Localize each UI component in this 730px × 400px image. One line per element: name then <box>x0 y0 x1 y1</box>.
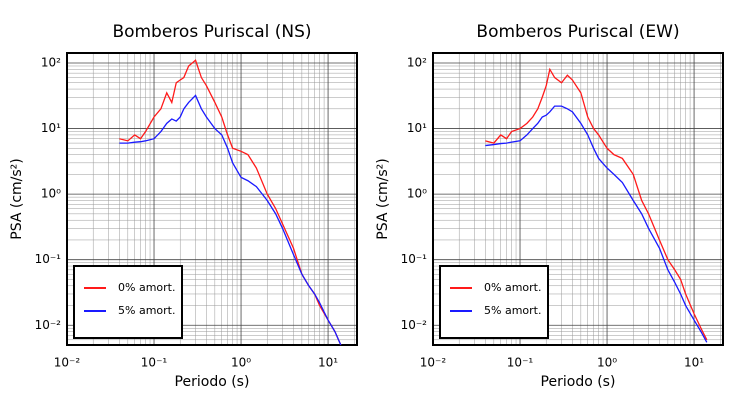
y-tick-label: 10² <box>407 55 427 69</box>
legend-box <box>439 265 549 339</box>
legend-label: 0% amort. <box>484 281 541 294</box>
plot-frame <box>66 52 358 346</box>
legend-label: 5% amort. <box>484 304 541 317</box>
x-tick-label: 10⁻² <box>420 356 447 370</box>
subplot: 10⁻² 10⁻¹ 10⁰ 10¹ 10⁻² 10⁻¹ 10⁰ 10¹ 10² Bomberos … <box>375 22 724 390</box>
y-tick-label: 10¹ <box>41 121 61 135</box>
y-tick-label: 10⁻² <box>35 318 62 332</box>
y-tick-label: 10¹ <box>407 121 427 135</box>
x-tick-label: 10⁻¹ <box>507 356 534 370</box>
x-tick-label: 10⁰ <box>597 356 617 370</box>
y-axis-label: PSA (cm/s²) <box>375 158 391 240</box>
y-tick-label: 10⁰ <box>407 187 427 201</box>
x-tick-label: 10⁻¹ <box>141 356 168 370</box>
legend-label: 0% amort. <box>118 281 175 294</box>
y-axis-label: PSA (cm/s²) <box>9 158 25 240</box>
series-line <box>119 94 342 346</box>
series-line <box>485 105 708 343</box>
series-line <box>485 67 708 341</box>
y-tick-label: 10⁻¹ <box>35 252 62 266</box>
y-tick-label: 10⁰ <box>41 187 61 201</box>
legend-label: 5% amort. <box>118 304 175 317</box>
plot-frame <box>432 52 724 346</box>
x-tick-label: 10⁻² <box>54 356 81 370</box>
x-axis-label: Periodo (s) <box>175 374 250 390</box>
y-tick-label: 10⁻¹ <box>401 252 428 266</box>
x-tick-label: 10¹ <box>318 356 338 370</box>
subplot: 10⁻² 10⁻¹ 10⁰ 10¹ 10⁻² 10⁻¹ 10⁰ 10¹ 10² Bomberos … <box>9 22 358 390</box>
x-axis-label: Periodo (s) <box>541 374 616 390</box>
chart-title: Bomberos Puriscal (EW) <box>476 22 679 42</box>
x-tick-label: 10¹ <box>684 356 704 370</box>
y-tick-label: 10⁻² <box>401 318 428 332</box>
x-tick-label: 10⁰ <box>231 356 251 370</box>
legend: 0% amort. 5% amort. <box>73 265 183 339</box>
chart-title: Bomberos Puriscal (NS) <box>112 22 311 42</box>
legend: 0% amort. 5% amort. <box>439 265 549 339</box>
legend-box <box>73 265 183 339</box>
y-tick-label: 10² <box>41 55 61 69</box>
